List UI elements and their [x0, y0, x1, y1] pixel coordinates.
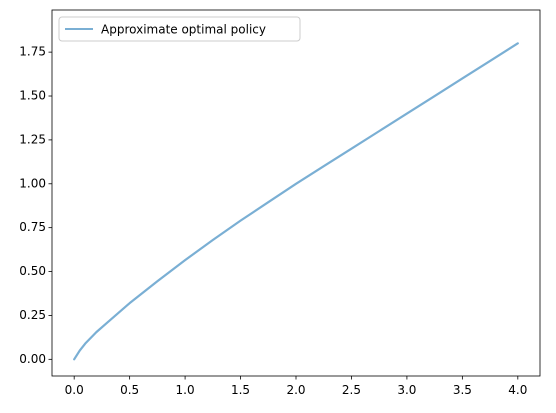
y-tick-label: 1.50	[19, 89, 46, 103]
y-tick-label: 1.75	[19, 45, 46, 59]
x-tick-label: 3.5	[453, 383, 472, 397]
x-tick-label: 3.0	[397, 383, 416, 397]
x-tick-label: 4.0	[508, 383, 527, 397]
y-tick-label: 0.50	[19, 264, 46, 278]
series-layer	[73, 42, 519, 361]
y-axis: 0.00 0.25 0.50 0.75 1.00 1.25 1.50 1.75	[19, 45, 52, 366]
y-tick-label: 0.25	[19, 308, 46, 322]
x-tick-label: 2.0	[286, 383, 305, 397]
legend-box	[58, 16, 301, 42]
legend-label: Approximate optimal policy	[101, 23, 266, 37]
y-tick-label: 1.00	[19, 176, 46, 190]
x-axis: 0.0 0.5 1.0 1.5 2.0 2.5 3.0 3.5 4.0	[65, 376, 527, 397]
series-line	[73, 42, 519, 361]
y-tick-label: 0.00	[19, 352, 46, 366]
x-tick-label: 0.0	[65, 383, 84, 397]
y-tick-label: 1.25	[19, 132, 46, 146]
legend: Approximate optimal policy	[58, 16, 301, 42]
x-tick-label: 2.5	[342, 383, 361, 397]
x-tick-label: 1.0	[176, 383, 195, 397]
x-tick-label: 1.5	[231, 383, 250, 397]
x-tick-label: 0.5	[120, 383, 139, 397]
y-tick-label: 0.75	[19, 220, 46, 234]
